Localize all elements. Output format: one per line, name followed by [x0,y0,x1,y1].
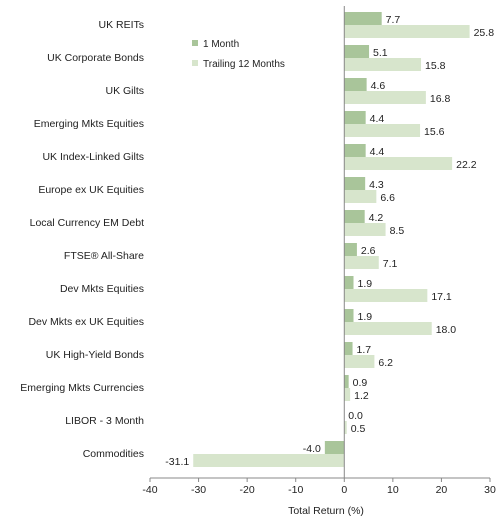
category-label-emerging-mkts-currencies: Emerging Mkts Currencies [20,382,144,394]
data-label-ftse-all-share-1-month: 2.6 [361,245,376,257]
data-label-emerging-mkts-equities-trailing-12-months: 15.6 [424,126,445,138]
x-axis-label: Total Return (%) [288,505,364,517]
bar-ftse-all-share-1-month [344,243,357,256]
bar-commodities-trailing-12-months [193,454,345,467]
category-label-europe-ex-uk-equities: Europe ex UK Equities [38,184,144,196]
category-label-uk-index-linked-gilts: UK Index-Linked Gilts [42,151,144,163]
category-label-uk-corporate-bonds: UK Corporate Bonds [47,52,144,64]
data-label-dev-mkts-equities-trailing-12-months: 17.1 [431,291,452,303]
bar-uk-corporate-bonds-trailing-12-months [344,58,422,71]
data-label-uk-reits-1-month: 7.7 [386,14,401,26]
x-tick-label: -30 [191,484,206,496]
bars-group [193,12,470,467]
bar-uk-gilts-1-month [344,78,367,91]
category-label-libor-3-month: LIBOR - 3 Month [65,415,144,427]
bar-europe-ex-uk-equities-1-month [344,177,366,190]
category-label-emerging-mkts-equities: Emerging Mkts Equities [34,118,144,130]
bar-uk-gilts-trailing-12-months [344,91,426,104]
data-label-uk-corporate-bonds-trailing-12-months: 15.8 [425,60,446,72]
bar-uk-index-linked-gilts-1-month [344,144,366,157]
data-label-uk-reits-trailing-12-months: 25.8 [474,27,495,39]
category-label-ftse-all-share: FTSE® All-Share [64,250,144,262]
bar-uk-index-linked-gilts-trailing-12-months [344,157,453,170]
bar-ftse-all-share-trailing-12-months [344,256,379,269]
bar-dev-mkts-ex-uk-equities-trailing-12-months [344,322,432,335]
data-label-emerging-mkts-currencies-trailing-12-months: 1.2 [354,390,369,402]
x-tick-label: -40 [142,484,157,496]
x-tick-label: -20 [240,484,255,496]
data-label-uk-high-yield-bonds-trailing-12-months: 6.2 [378,357,393,369]
bar-uk-high-yield-bonds-1-month [344,342,353,355]
data-label-europe-ex-uk-equities-trailing-12-months: 6.6 [380,192,395,204]
x-tick-label: 30 [484,484,496,496]
category-label-uk-reits: UK REITs [98,19,144,31]
bar-uk-reits-1-month [344,12,382,25]
category-label-uk-high-yield-bonds: UK High-Yield Bonds [46,349,144,361]
data-label-commodities-trailing-12-months: -31.1 [165,456,189,468]
data-labels-group: 7.725.85.115.84.616.84.415.64.422.24.36.… [165,14,494,468]
data-label-libor-3-month-1-month: 0.0 [348,410,363,422]
bar-emerging-mkts-equities-trailing-12-months [344,124,421,137]
x-axis: -40 -30 -20 -10 0 10 20 30 [142,477,496,496]
legend-swatch-1-month [192,40,198,46]
data-label-local-currency-em-debt-1-month: 4.2 [369,212,384,224]
category-label-commodities: Commodities [83,448,144,460]
bar-europe-ex-uk-equities-trailing-12-months [344,190,377,203]
bar-uk-reits-trailing-12-months [344,25,470,38]
data-label-dev-mkts-ex-uk-equities-1-month: 1.9 [358,311,373,323]
category-label-dev-mkts-equities: Dev Mkts Equities [60,283,144,295]
bar-emerging-mkts-equities-1-month [344,111,366,124]
category-label-dev-mkts-ex-uk-equities: Dev Mkts ex UK Equities [28,316,144,328]
bar-local-currency-em-debt-1-month [344,210,365,223]
data-label-uk-gilts-1-month: 4.6 [371,80,386,92]
bar-commodities-1-month [324,441,345,454]
data-label-libor-3-month-trailing-12-months: 0.5 [351,423,366,435]
data-label-local-currency-em-debt-trailing-12-months: 8.5 [390,225,405,237]
legend-label-1-month: 1 Month [203,39,239,50]
data-label-uk-index-linked-gilts-1-month: 4.4 [370,146,385,158]
x-tick-label: -10 [288,484,303,496]
legend-label-trailing-12-months: Trailing 12 Months [203,59,285,70]
bar-dev-mkts-equities-trailing-12-months [344,289,428,302]
bar-uk-high-yield-bonds-trailing-12-months [344,355,375,368]
bar-dev-mkts-equities-1-month [344,276,354,289]
data-label-ftse-all-share-trailing-12-months: 7.1 [383,258,398,270]
bar-emerging-mkts-currencies-trailing-12-months [344,388,351,401]
data-label-dev-mkts-ex-uk-equities-trailing-12-months: 18.0 [436,324,457,336]
data-label-europe-ex-uk-equities-1-month: 4.3 [369,179,384,191]
category-label-uk-gilts: UK Gilts [105,85,144,97]
legend-swatch-trailing-12-months [192,60,198,66]
category-labels-group: UK REITs UK Corporate Bonds UK Gilts Emergi… [20,19,144,460]
data-label-uk-gilts-trailing-12-months: 16.8 [430,93,451,105]
legend: 1 Month Trailing 12 Months [192,39,285,70]
data-label-uk-high-yield-bonds-1-month: 1.7 [357,344,372,356]
bar-dev-mkts-ex-uk-equities-1-month [344,309,354,322]
x-tick-label: 10 [387,484,399,496]
data-label-commodities-1-month: -4.0 [303,443,321,455]
data-label-dev-mkts-equities-1-month: 1.9 [358,278,373,290]
data-label-uk-corporate-bonds-1-month: 5.1 [373,47,388,59]
data-label-emerging-mkts-currencies-1-month: 0.9 [353,377,368,389]
data-label-emerging-mkts-equities-1-month: 4.4 [370,113,385,125]
bar-local-currency-em-debt-trailing-12-months [344,223,386,236]
x-tick-label: 20 [436,484,448,496]
bar-uk-corporate-bonds-1-month [344,45,370,58]
x-tick-label: 0 [341,484,347,496]
bar-emerging-mkts-currencies-1-month [344,375,349,388]
bar-libor-3-month-trailing-12-months [344,421,347,434]
category-label-local-currency-em-debt: Local Currency EM Debt [30,217,144,229]
data-label-uk-index-linked-gilts-trailing-12-months: 22.2 [456,159,477,171]
